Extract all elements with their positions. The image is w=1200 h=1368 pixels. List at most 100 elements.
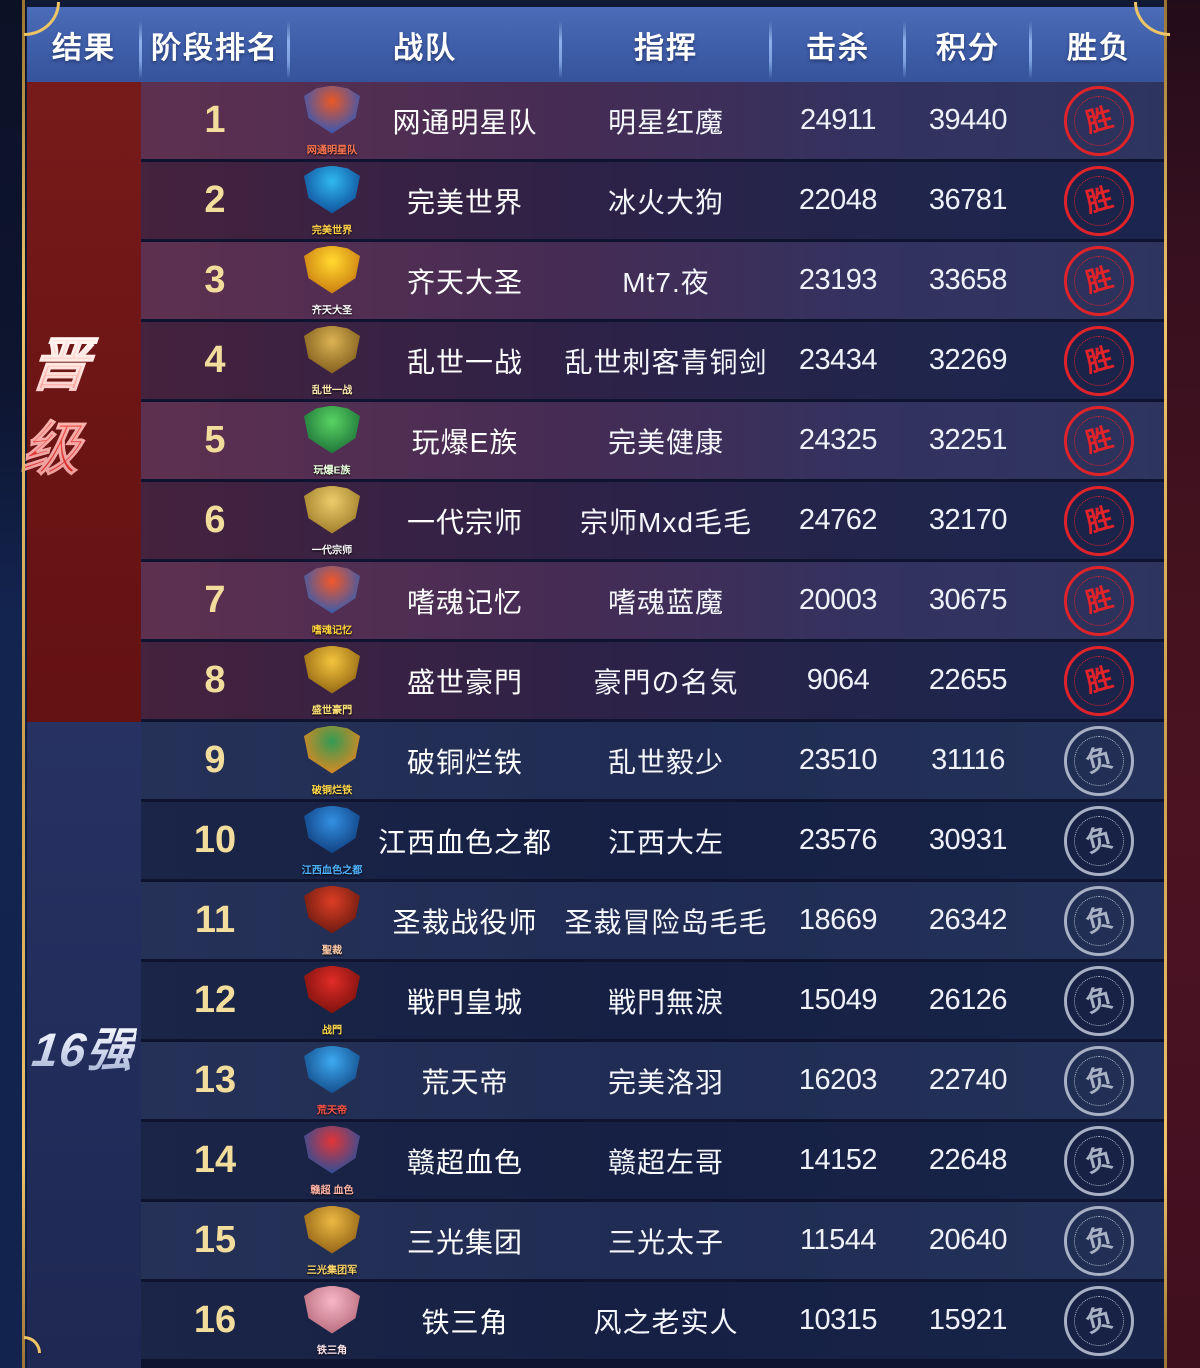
table-row: 14 赣超 血色 赣超血色 赣超左哥 14152 22648 负 (141, 1122, 1167, 1199)
header-separator (139, 21, 142, 79)
win-stamp-icon: 胜 (1064, 325, 1134, 396)
table-row: 15 三光集团军 三光集团 三光太子 11544 20640 负 (141, 1202, 1167, 1279)
kills-value: 14152 (798, 1144, 878, 1176)
stamp-inner-ring: 胜 (1074, 415, 1124, 466)
win-stamp-icon: 胜 (1064, 645, 1134, 716)
kills-value: 22048 (798, 184, 878, 216)
table-row: 12 战門 戦門皇城 戦門無淚 15049 26126 负 (141, 962, 1167, 1039)
result-badge-cell: 胜 (1031, 482, 1167, 559)
commander-name: 江西大左 (607, 826, 724, 858)
team-cell: 盛世豪門 盛世豪門 (289, 642, 561, 719)
team-logo-caption: 网通明星队 (306, 144, 358, 156)
team-cell: 网通明星队 网通明星队 (289, 82, 561, 159)
result-badge-cell: 胜 (1031, 322, 1167, 399)
team-name: 齐天大圣 (406, 266, 523, 298)
commander-name: 明星红魔 (607, 106, 724, 138)
team-cell: 齐天大圣 齐天大圣 (289, 242, 561, 319)
team-logo: 盛世豪門 (289, 644, 375, 718)
rank-value: 13 (193, 1059, 237, 1101)
table-row: 11 聖裁 圣裁战役师 圣裁冒险岛毛毛 18669 26342 负 (141, 882, 1167, 959)
stamp-character: 胜 (1081, 422, 1116, 458)
rank-value: 8 (204, 659, 226, 701)
team-name: 江西血色之都 (377, 826, 552, 858)
table-row: 2 完美世界 完美世界 冰火大狗 22048 36781 胜 (141, 162, 1167, 239)
win-stamp-icon: 胜 (1064, 245, 1134, 316)
team-name: 一代宗师 (406, 506, 523, 538)
rank-value: 1 (204, 99, 226, 141)
table-row: 4 乱世一战 乱世一战 乱世刺客青铜剑 23434 32269 胜 (141, 322, 1167, 399)
points-value: 22740 (928, 1064, 1008, 1096)
stamp-character: 负 (1081, 902, 1116, 938)
team-name: 嗜魂记忆 (406, 586, 523, 618)
team-logo: 乱世一战 (289, 324, 375, 398)
commander-name: 风之老实人 (593, 1306, 739, 1338)
result-group-column: 晋级 16强 (18, 82, 141, 1368)
commander-name: 嗜魂蓝魔 (607, 586, 724, 618)
team-cell: 铁三角 铁三角 (289, 1282, 561, 1359)
team-logo-emblem-icon (304, 405, 360, 454)
team-name: 玩爆E族 (411, 426, 519, 458)
points-value: 22655 (928, 664, 1008, 696)
team-logo-caption: 聖裁 (321, 944, 343, 956)
kills-value: 23193 (798, 264, 878, 296)
table-row: 3 齐天大圣 齐天大圣 Mt7.夜 23193 33658 胜 (141, 242, 1167, 319)
stamp-inner-ring: 胜 (1074, 655, 1124, 706)
points-value: 32269 (928, 344, 1008, 376)
kills-value: 24911 (800, 104, 877, 136)
team-cell: 赣超 血色 赣超血色 (289, 1122, 561, 1199)
team-logo-caption: 完美世界 (311, 224, 353, 236)
result-badge-cell: 负 (1031, 802, 1167, 879)
table-row: 5 玩爆E族 玩爆E族 完美健康 24325 32251 胜 (141, 402, 1167, 479)
result-badge-cell: 胜 (1031, 162, 1167, 239)
team-logo-emblem-icon (304, 725, 360, 774)
team-logo-caption: 玩爆E族 (313, 464, 351, 476)
stamp-inner-ring: 负 (1074, 1215, 1124, 1266)
stamp-character: 胜 (1081, 662, 1116, 698)
team-logo: 嗜魂记忆 (289, 564, 375, 638)
stamp-inner-ring: 胜 (1074, 495, 1124, 546)
stamp-inner-ring: 胜 (1074, 95, 1124, 146)
header-col-3: 指挥 (561, 7, 772, 82)
table-row: 10 江西血色之都 江西血色之都 江西大左 23576 30931 负 (141, 802, 1167, 879)
header-col-6: 胜负 (1067, 31, 1131, 65)
result-badge-cell: 负 (1031, 882, 1167, 959)
stamp-character: 胜 (1081, 182, 1116, 218)
table-row: 9 破铜烂铁 破铜烂铁 乱世毅少 23510 31116 负 (141, 722, 1167, 799)
commander-name: 冰火大狗 (607, 186, 724, 218)
points-value: 15921 (928, 1304, 1008, 1336)
points-value: 32170 (928, 504, 1008, 536)
rank-value: 11 (194, 899, 236, 941)
table-row: 7 嗜魂记忆 嗜魂记忆 嗜魂蓝魔 20003 30675 胜 (141, 562, 1167, 639)
header-col-1: 阶段排名 (141, 7, 290, 82)
team-logo: 网通明星队 (289, 84, 375, 158)
team-logo-caption: 盛世豪門 (311, 704, 353, 716)
header-col-2: 战队 (289, 7, 562, 82)
team-cell: 嗜魂记忆 嗜魂记忆 (289, 562, 561, 639)
points-value: 22648 (928, 1144, 1008, 1176)
kills-value: 23434 (798, 344, 878, 376)
stamp-inner-ring: 负 (1074, 1295, 1124, 1346)
rank-value: 14 (193, 1139, 237, 1181)
table-row: 13 荒天帝 荒天帝 完美洛羽 16203 22740 负 (141, 1042, 1167, 1119)
commander-name: 乱世刺客青铜剑 (564, 346, 768, 378)
results-table: 结果 阶段排名 战队 指挥 击杀 积分 胜负 晋级 16强 1 网通明星队 网通明星队 明星红魔 2… (18, 7, 1167, 1368)
team-logo: 玩爆E族 (289, 404, 375, 478)
kills-value: 9064 (806, 664, 870, 696)
result-badge-cell: 负 (1031, 1042, 1167, 1119)
loss-stamp-icon: 负 (1064, 965, 1134, 1036)
team-logo-emblem-icon (304, 565, 360, 614)
team-logo-emblem-icon (304, 85, 360, 134)
stamp-character: 胜 (1081, 102, 1116, 138)
team-logo-caption: 齐天大圣 (311, 304, 353, 316)
result-badge-cell: 负 (1031, 962, 1167, 1039)
team-cell: 乱世一战 乱世一战 (289, 322, 561, 399)
team-logo-caption: 战門 (321, 1024, 343, 1036)
team-logo-emblem-icon (304, 165, 360, 214)
win-stamp-icon: 胜 (1064, 565, 1134, 636)
team-logo-emblem-icon (304, 1205, 360, 1254)
team-name: 戦門皇城 (406, 986, 523, 1018)
team-logo-caption: 嗜魂记忆 (311, 624, 353, 636)
team-name: 完美世界 (406, 186, 523, 218)
points-value: 32251 (928, 424, 1008, 456)
header-separator (1029, 21, 1032, 79)
